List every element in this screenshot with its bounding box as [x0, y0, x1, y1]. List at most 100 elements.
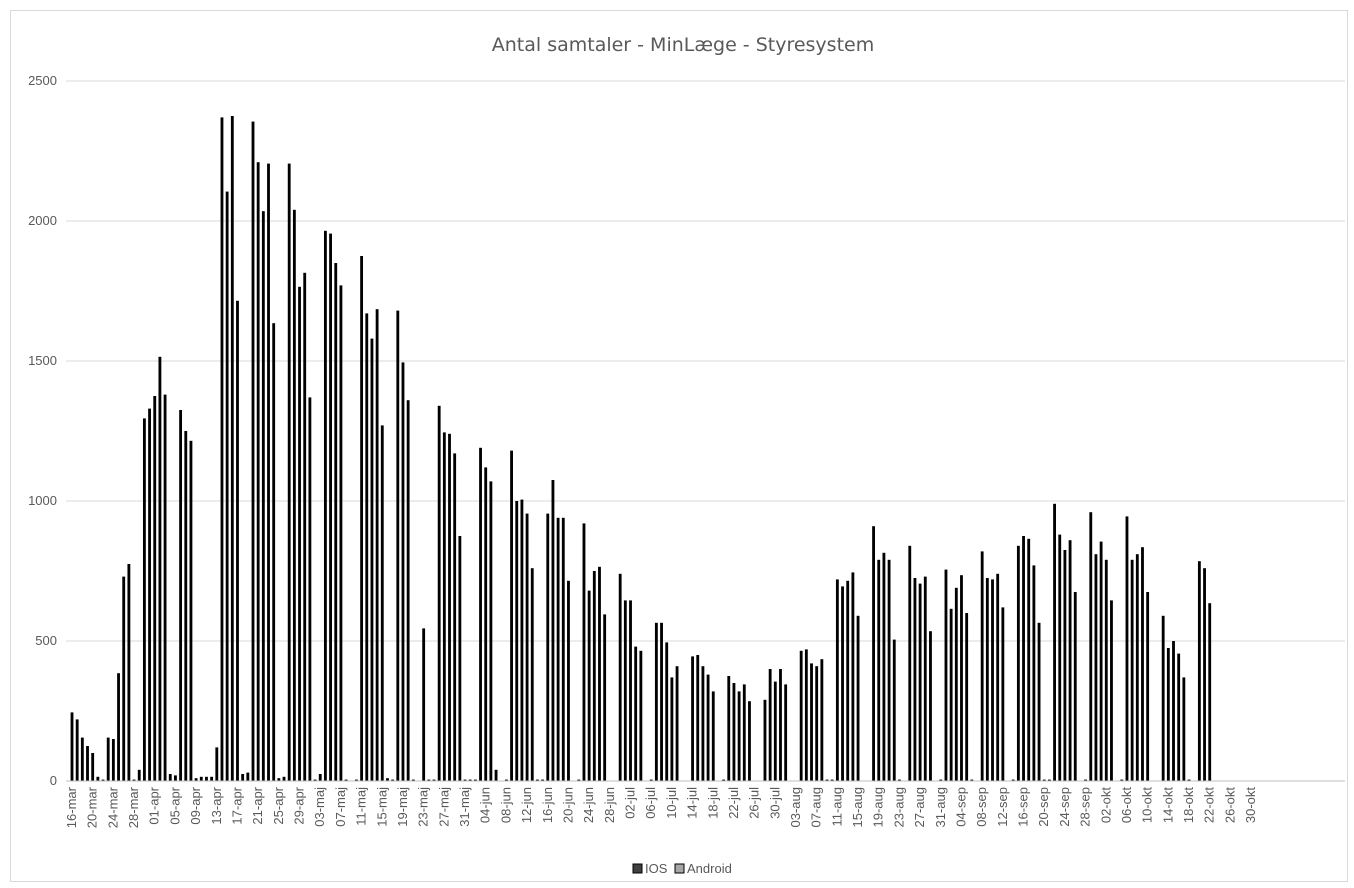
bar [1073, 592, 1077, 781]
bar [1089, 512, 1093, 781]
bar [1037, 622, 1041, 781]
legend-label-ios: IOS [645, 861, 668, 876]
bar [918, 583, 922, 781]
bar [422, 628, 426, 781]
bar [236, 300, 239, 781]
bar [261, 211, 265, 781]
bar [442, 432, 446, 781]
bar [287, 163, 291, 782]
x-tick-label: 28-jun [602, 787, 617, 823]
bar [153, 396, 157, 781]
bar [1208, 603, 1212, 781]
bar [1172, 641, 1175, 781]
bar [308, 397, 312, 781]
bar [551, 480, 555, 781]
x-tick-label: 11-maj [354, 787, 369, 826]
x-tick-label: 06-jul [643, 787, 658, 819]
bar [225, 191, 229, 782]
bar [929, 631, 932, 781]
bar [1197, 561, 1201, 781]
bar [360, 256, 364, 781]
bar [117, 673, 120, 781]
bar [184, 431, 188, 781]
bar [489, 481, 493, 781]
bar [742, 684, 746, 781]
bar [784, 684, 788, 781]
bar [1141, 547, 1144, 781]
bar [168, 774, 172, 781]
x-tick-label: 04-sep [954, 787, 969, 827]
bar [504, 779, 508, 781]
bar [556, 517, 560, 781]
bar [970, 779, 974, 781]
bar [246, 772, 250, 781]
bar [1099, 541, 1103, 781]
bar [448, 433, 451, 781]
bar [1068, 540, 1072, 781]
bar [163, 394, 167, 781]
bar [101, 779, 105, 781]
bar [846, 580, 850, 781]
bar [618, 573, 622, 781]
bar [158, 356, 162, 781]
bar [737, 691, 741, 781]
bar [1053, 503, 1056, 781]
bar [292, 209, 296, 782]
bar [546, 513, 550, 781]
bar [463, 779, 467, 781]
x-tick-label: 27-maj [436, 787, 451, 827]
bar [779, 669, 782, 781]
bar [70, 712, 74, 781]
bar [515, 501, 519, 781]
x-tick-label: 22-okt [1202, 787, 1217, 824]
x-tick-label: 16-mar [64, 786, 79, 828]
x-tick-label: 06-okt [1119, 787, 1134, 824]
bar [453, 453, 457, 781]
y-tick-label: 0 [50, 773, 57, 788]
bar [561, 517, 565, 781]
bar [675, 666, 679, 781]
legend-item-android: Android [674, 861, 732, 876]
bar-chart: Antal samtaler - MinLæge - Styresystem 0… [28, 34, 1345, 876]
y-tick-label: 500 [35, 633, 57, 648]
x-tick-label: 17-apr [230, 786, 245, 824]
bar [106, 737, 110, 781]
bar [810, 663, 813, 781]
x-tick-label: 05-apr [167, 786, 182, 824]
x-tick-label: 10-okt [1140, 787, 1155, 824]
x-tick-label: 16-jun [540, 787, 555, 823]
bar [91, 753, 95, 781]
bar [1058, 534, 1062, 781]
bar [298, 286, 301, 781]
bar [980, 551, 984, 781]
x-tick-label: 14-jul [685, 787, 700, 819]
x-tick-label: 29-apr [292, 786, 307, 824]
bar [189, 440, 193, 781]
bar [851, 572, 855, 781]
x-tick-label: 25-apr [271, 786, 286, 824]
bar [649, 779, 653, 781]
x-tick-label: 23-aug [891, 787, 906, 827]
x-tick-label: 11-aug [829, 787, 844, 827]
x-tick-label: 26-okt [1222, 787, 1237, 824]
bar [634, 646, 638, 781]
bar [86, 746, 89, 781]
bar [205, 776, 208, 781]
x-tick-label: 07-maj [333, 787, 348, 827]
legend-swatch-ios [632, 863, 643, 874]
bar [494, 769, 498, 781]
bar [375, 309, 379, 781]
bar [1187, 779, 1191, 781]
x-tick-label: 07-aug [809, 787, 824, 827]
bar [835, 579, 839, 781]
bar [639, 650, 643, 781]
x-tick-label: 16-sep [1016, 787, 1031, 827]
x-tick-label: 20-mar [85, 786, 100, 828]
bar [1016, 545, 1020, 781]
bar [965, 613, 969, 781]
bar [991, 579, 994, 781]
bar [313, 779, 317, 781]
x-tick-label: 20-sep [1036, 787, 1051, 827]
bar [525, 513, 529, 781]
bar [587, 590, 591, 781]
